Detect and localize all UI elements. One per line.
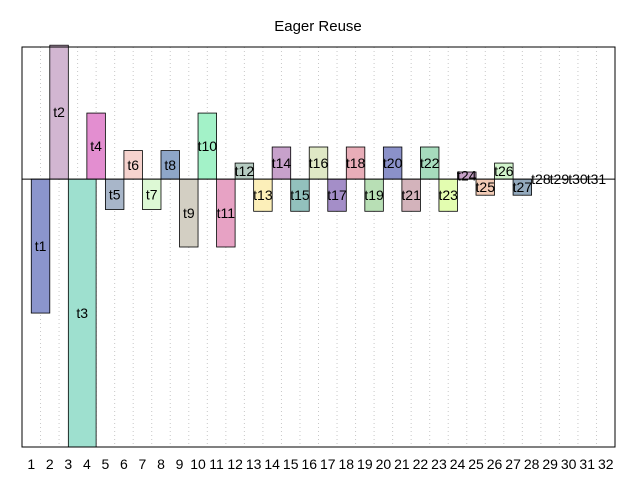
bar-label-t5: t5 bbox=[109, 186, 121, 202]
bar-label-t14: t14 bbox=[272, 155, 292, 171]
x-axis-ticks: 1 2 3 4 5 6 7 8 9 10 11 12 13 14 15 16 17 18 19 20 21 22 23 24 2… bbox=[27, 456, 613, 472]
x-tick-label: 21 bbox=[394, 456, 410, 472]
x-tick-label: 24 bbox=[450, 456, 466, 472]
bar-label-t27: t27 bbox=[513, 179, 533, 195]
x-tick-label: 15 bbox=[283, 456, 299, 472]
plot-frame bbox=[21, 46, 616, 448]
bar-label-t17: t17 bbox=[327, 187, 347, 203]
bar-label-t1: t1 bbox=[35, 238, 47, 254]
x-tick-label: 14 bbox=[264, 456, 280, 472]
x-tick-label: 25 bbox=[468, 456, 484, 472]
x-tick-label: 4 bbox=[83, 456, 91, 472]
x-tick-label: 27 bbox=[505, 456, 521, 472]
x-tick-label: 12 bbox=[227, 456, 243, 472]
x-tick-label: 23 bbox=[431, 456, 447, 472]
bar-label-t30: t30 bbox=[568, 171, 588, 187]
bar-label-t24: t24 bbox=[457, 168, 477, 184]
bar-label-t23: t23 bbox=[438, 187, 458, 203]
bar-label-t21: t21 bbox=[401, 187, 421, 203]
x-tick-label: 17 bbox=[320, 456, 336, 472]
bar-label-t9: t9 bbox=[183, 205, 195, 221]
bar-label-t26: t26 bbox=[494, 163, 514, 179]
bar-label-t11: t11 bbox=[217, 205, 236, 221]
bar-label-t28: t28 bbox=[531, 171, 551, 187]
x-tick-label: 1 bbox=[27, 456, 35, 472]
x-tick-label: 30 bbox=[561, 456, 577, 472]
x-tick-label: 5 bbox=[101, 456, 109, 472]
x-tick-label: 10 bbox=[190, 456, 206, 472]
bar-label-t22: t22 bbox=[420, 155, 440, 171]
x-tick-label: 6 bbox=[120, 456, 128, 472]
bar-label-t31: t31 bbox=[587, 171, 607, 187]
bar-label-t29: t29 bbox=[550, 171, 570, 187]
x-tick-label: 29 bbox=[542, 456, 558, 472]
bar-label-t6: t6 bbox=[127, 157, 139, 173]
bar-labels: t1 t2 t3 t4 t5 t6 t7 t8 t9 t10 t11 t12 t13 t14 t15 t16 t… bbox=[35, 104, 607, 321]
x-tick-label: 18 bbox=[339, 456, 355, 472]
x-tick-label: 2 bbox=[46, 456, 54, 472]
bar-label-t25: t25 bbox=[476, 179, 496, 195]
grid-lines bbox=[40, 47, 597, 447]
bar-label-t20: t20 bbox=[383, 155, 403, 171]
bar-label-t19: t19 bbox=[364, 187, 384, 203]
x-tick-label: 32 bbox=[598, 456, 614, 472]
bar-label-t15: t15 bbox=[290, 187, 310, 203]
bar-label-t16: t16 bbox=[309, 155, 329, 171]
x-tick-label: 26 bbox=[487, 456, 503, 472]
x-tick-label: 8 bbox=[157, 456, 165, 472]
x-tick-label: 20 bbox=[376, 456, 392, 472]
bar-label-t13: t13 bbox=[253, 187, 273, 203]
bar-label-t2: t2 bbox=[53, 104, 65, 120]
x-tick-label: 3 bbox=[64, 456, 72, 472]
x-tick-label: 22 bbox=[413, 456, 429, 472]
x-tick-label: 13 bbox=[246, 456, 262, 472]
x-tick-label: 19 bbox=[357, 456, 373, 472]
x-tick-label: 16 bbox=[301, 456, 317, 472]
bar-label-t7: t7 bbox=[146, 186, 158, 202]
chart-title: Eager Reuse bbox=[274, 18, 362, 35]
x-tick-label: 7 bbox=[139, 456, 147, 472]
bar-label-t10: t10 bbox=[198, 138, 218, 154]
bar-label-t12: t12 bbox=[235, 163, 255, 179]
bar-label-t18: t18 bbox=[346, 155, 366, 171]
bar-label-t4: t4 bbox=[90, 138, 102, 154]
bar-label-t3: t3 bbox=[76, 305, 88, 321]
x-tick-label: 9 bbox=[176, 456, 184, 472]
x-tick-label: 31 bbox=[579, 456, 595, 472]
bar-label-t8: t8 bbox=[164, 157, 176, 173]
x-tick-label: 11 bbox=[209, 456, 224, 472]
bars bbox=[30, 44, 533, 448]
x-tick-label: 28 bbox=[524, 456, 540, 472]
